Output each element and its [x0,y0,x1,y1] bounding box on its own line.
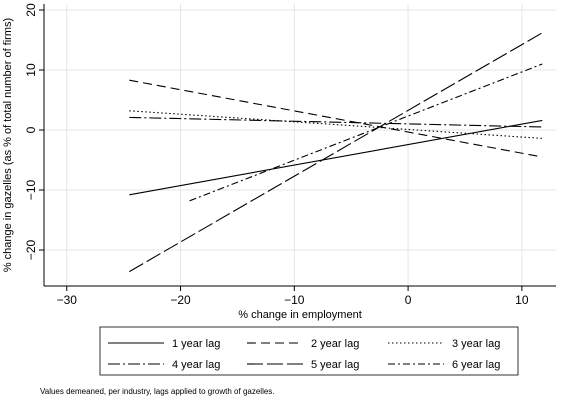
x-tick-label-4: 10 [515,293,529,307]
y-tick-label-4: 20 [24,3,38,17]
series-lines [129,32,543,273]
y-axis-label: % change in gazelles (as % of total numb… [2,18,14,272]
series-line-1 [129,119,543,196]
legend-label-2: 2 year lag [311,338,359,350]
y-tick-label-2: 0 [24,126,38,133]
axes: −20 −10 0 10 20 −30 −20 −10 0 10 [24,3,556,307]
x-tick-label-0: −30 [57,293,78,307]
legend-label-3: 3 year lag [452,338,500,350]
x-tick-label-1: −20 [170,293,191,307]
x-axis-label: % change in employment [238,309,362,321]
legend-label-5: 5 year lag [311,359,359,371]
y-tick-label-3: 10 [24,63,38,77]
legend: 1 year lag 2 year lag 3 year lag 4 year lag… [99,326,519,376]
series-line-2 [129,79,543,158]
gridlines [44,4,556,286]
legend-label-1: 1 year lag [172,338,220,350]
y-tick-label-0: −20 [24,239,38,260]
y-tick-label-1: −10 [24,179,38,200]
series-line-6 [189,63,543,202]
series-line-4 [129,116,543,128]
legend-box [99,326,519,376]
x-tick-label-2: −10 [284,293,305,307]
chart-note: Values demeaned, per industry, lags appl… [40,387,275,396]
x-tick-label-3: 0 [405,293,412,307]
legend-label-6: 6 year lag [452,359,500,371]
legend-label-4: 4 year lag [172,359,220,371]
series-line-3 [129,110,543,139]
